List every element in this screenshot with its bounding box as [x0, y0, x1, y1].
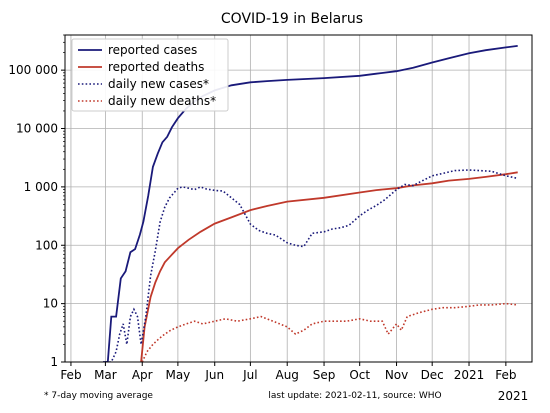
x-tick-label: Dec	[421, 368, 444, 382]
y-tick-label: 1 000	[24, 180, 58, 194]
legend-entry: daily new deaths*	[108, 94, 216, 108]
x-tick-label: Jun	[204, 368, 224, 382]
y-tick-label: 10 000	[16, 122, 58, 136]
legend-box	[71, 38, 229, 112]
ticks: Feb Mar Apr May Jun Jul Aug Sep Oct Nov Dec 2021 Feb…	[8, 34, 516, 382]
series-line-4	[141, 302, 518, 362]
x-tick-label: Feb	[60, 368, 81, 382]
x-tick-label: Aug	[275, 368, 298, 382]
legend-entry: reported cases	[108, 43, 197, 57]
footnote-right: last update: 2021-02-11, source: WHO	[268, 391, 441, 401]
y-tick-label: 10	[43, 297, 58, 311]
x-extra-year-label: 2021	[498, 389, 529, 403]
plot-frame	[64, 34, 533, 363]
x-tick-label: 2021	[454, 368, 485, 382]
x-tick-label: Mar	[94, 368, 117, 382]
y-tick-label: 1	[50, 355, 58, 369]
series-line-3	[105, 169, 518, 362]
x-tick-label: Sep	[313, 368, 336, 382]
series-line-2	[140, 171, 518, 362]
y-tick-label: 100	[35, 238, 58, 252]
legend-entry: reported deaths	[108, 60, 204, 74]
x-tick-label: Nov	[385, 368, 408, 382]
x-tick-label: May	[165, 368, 190, 382]
x-tick-label: Oct	[349, 368, 370, 382]
legend-entry: daily new cases*	[108, 77, 209, 91]
x-tick-label: Feb	[495, 368, 516, 382]
legend: reported cases reported deaths daily new c…	[71, 38, 229, 112]
x-tick-label: Jul	[242, 368, 257, 382]
chart-title: COVID-19 in Belarus	[221, 11, 363, 27]
footnote-left: * 7-day moving average	[44, 391, 153, 401]
y-tick-label: 100 000	[8, 63, 58, 77]
x-tick-label: Apr	[132, 368, 153, 382]
